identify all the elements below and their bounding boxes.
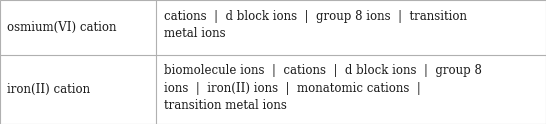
Text: biomolecule ions  |  cations  |  d block ions  |  group 8
ions  |  iron(II) ions: biomolecule ions | cations | d block ion… [164, 64, 482, 112]
Text: iron(II) cation: iron(II) cation [7, 83, 90, 96]
Text: osmium(VI) cation: osmium(VI) cation [7, 21, 116, 34]
Text: cations  |  d block ions  |  group 8 ions  |  transition
metal ions: cations | d block ions | group 8 ions | … [164, 10, 467, 40]
